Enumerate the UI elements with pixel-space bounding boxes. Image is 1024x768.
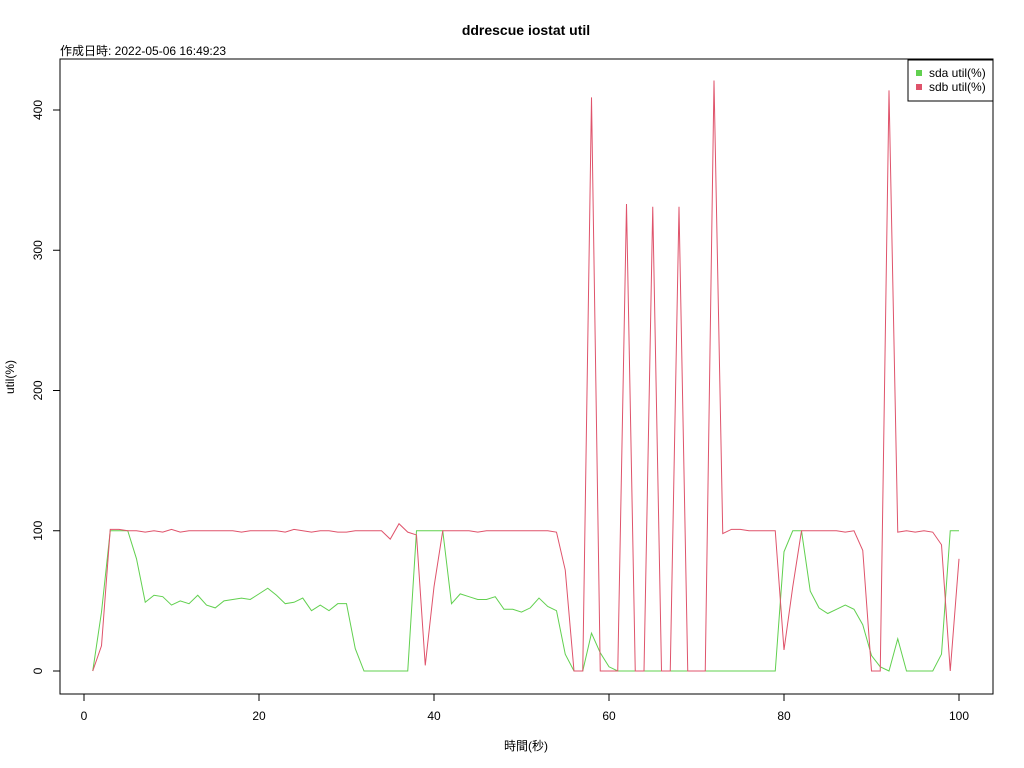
y-tick-label: 300: [31, 240, 45, 260]
x-tick-label: 0: [81, 709, 88, 723]
x-tick-label: 100: [949, 709, 969, 723]
legend-swatch-sdb: [916, 84, 922, 90]
series-layer: [92, 80, 960, 672]
y-tick-label: 200: [31, 380, 45, 400]
x-axis: 0 20 40 60 80 100: [81, 693, 969, 723]
legend-box: [907, 59, 994, 102]
series-line-sda: [92, 530, 959, 672]
legend-label-sdb: sdb util(%): [929, 80, 986, 94]
y-tick-label: 0: [31, 667, 45, 674]
y-axis-label: util(%): [3, 360, 17, 394]
y-tick-label: 100: [31, 520, 45, 540]
y-tick-label: 400: [31, 100, 45, 120]
series-line-sdb: [92, 80, 960, 672]
x-tick-label: 80: [777, 709, 791, 723]
legend-swatch-sda: [916, 70, 922, 76]
chart-title: ddrescue iostat util: [462, 22, 590, 38]
chart-subtitle: 作成日時: 2022-05-06 16:49:23: [60, 44, 226, 58]
x-tick-label: 20: [252, 709, 266, 723]
plot-frame: [59, 58, 994, 695]
x-axis-label: 時間(秒): [504, 739, 548, 753]
legend: sda util(%) sdb util(%): [907, 59, 994, 102]
x-tick-label: 40: [427, 709, 441, 723]
legend-label-sda: sda util(%): [929, 66, 986, 80]
x-tick-label: 60: [602, 709, 616, 723]
y-axis: 0 100 200 300 400: [31, 100, 61, 674]
